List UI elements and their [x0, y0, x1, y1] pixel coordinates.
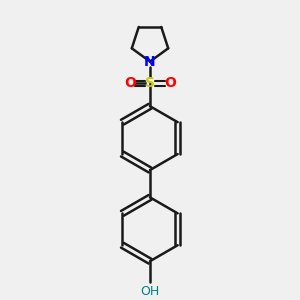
Text: O: O [124, 76, 136, 90]
Text: OH: OH [140, 285, 160, 298]
Text: O: O [164, 76, 176, 90]
Text: S: S [145, 76, 155, 90]
Text: N: N [144, 55, 156, 69]
